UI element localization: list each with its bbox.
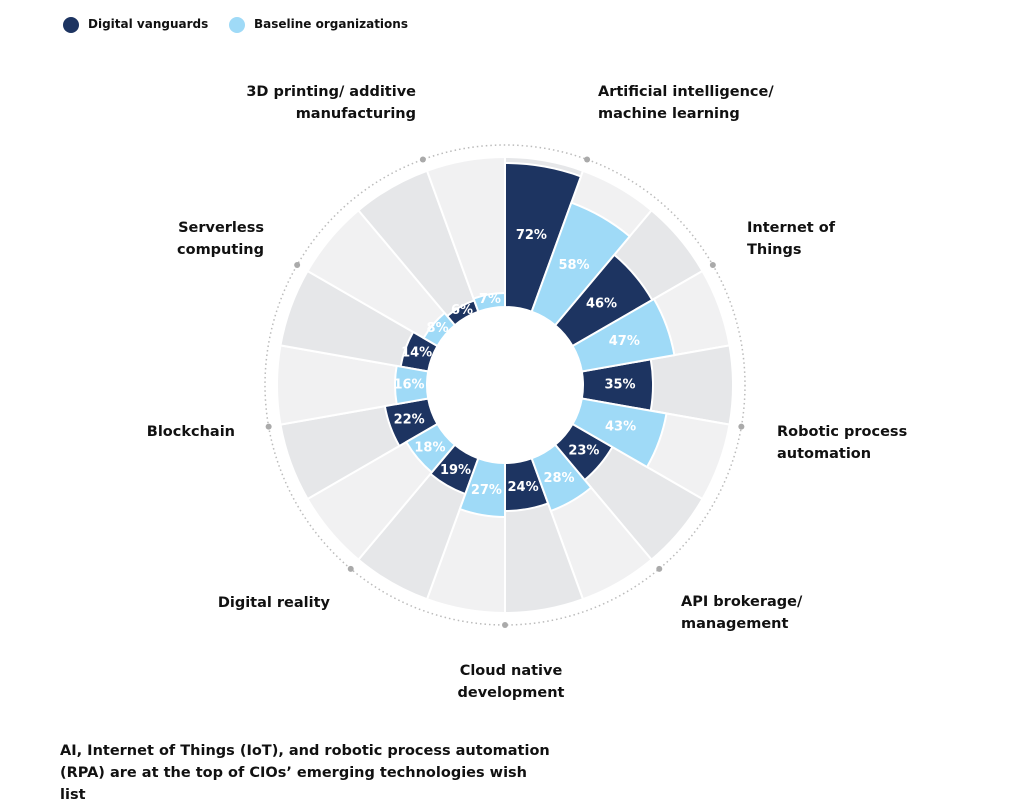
category-label: 3D printing/ additive manufacturing xyxy=(246,84,416,122)
legend-swatch xyxy=(63,17,79,33)
caption: AI, Internet of Things (IoT), and roboti… xyxy=(60,743,550,803)
bar xyxy=(530,201,632,327)
value-label: 43% xyxy=(605,420,636,435)
bar xyxy=(571,297,676,373)
legend-swatch xyxy=(229,17,245,33)
category-dot xyxy=(265,423,272,430)
category-dot xyxy=(584,156,591,163)
category-dot xyxy=(738,423,745,430)
bar xyxy=(472,291,506,313)
value-label: 18% xyxy=(414,440,445,455)
legend-label: Baseline organizations xyxy=(254,17,408,31)
category-label: Robotic process automation xyxy=(777,424,908,462)
category-dot xyxy=(656,565,663,572)
value-label: 47% xyxy=(609,334,640,349)
value-label: 24% xyxy=(507,480,538,495)
value-label: 8% xyxy=(427,321,449,336)
category-label: Artificial intelligence/ machine learnin… xyxy=(598,84,774,122)
bar xyxy=(404,422,457,474)
value-label: 7% xyxy=(479,292,501,307)
legend-label: Digital vanguards xyxy=(88,17,209,31)
bar xyxy=(458,457,506,519)
value-label: 27% xyxy=(471,483,502,498)
value-label: 19% xyxy=(440,463,471,478)
value-label: 58% xyxy=(558,258,589,273)
value-label: 16% xyxy=(393,378,424,393)
bar xyxy=(571,397,668,469)
category-label: API brokerage/ management xyxy=(681,594,803,632)
category-dot xyxy=(419,156,426,163)
bar xyxy=(394,364,430,406)
value-label: 28% xyxy=(543,471,574,486)
value-label: 14% xyxy=(401,345,432,360)
value-label: 23% xyxy=(568,444,599,459)
category-label: Internet of Things xyxy=(747,220,836,258)
category-label: Serverless computing xyxy=(177,220,264,258)
category-dot xyxy=(502,622,508,628)
value-label: 22% xyxy=(394,412,425,427)
category-label: Cloud native development xyxy=(457,663,565,701)
bar xyxy=(504,161,583,313)
outer-ring xyxy=(264,144,746,626)
bar xyxy=(422,311,457,348)
category-label: Digital reality xyxy=(217,595,330,611)
category-label: Blockchain xyxy=(146,424,235,440)
value-label: 35% xyxy=(604,378,635,393)
category-dot xyxy=(709,262,716,268)
category-dot xyxy=(294,262,301,268)
value-label: 46% xyxy=(586,297,617,312)
bar xyxy=(530,443,593,513)
value-label: 6% xyxy=(451,303,473,318)
category-dot xyxy=(347,565,354,572)
value-label: 72% xyxy=(516,228,547,243)
